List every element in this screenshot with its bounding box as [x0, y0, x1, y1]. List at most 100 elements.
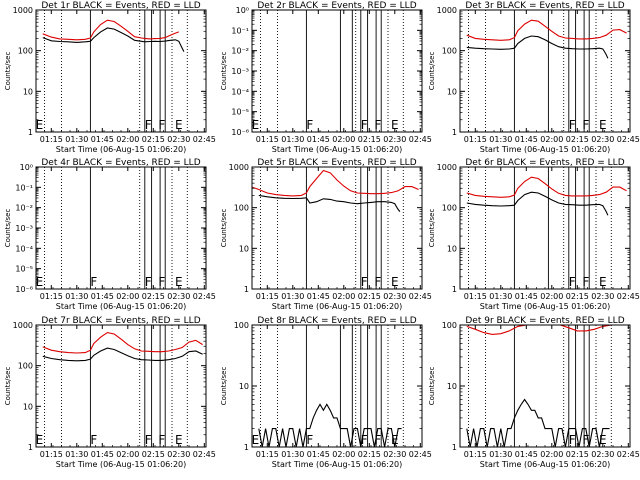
x-tick-label: 02:30	[591, 292, 614, 301]
marker-label-f: F	[361, 118, 368, 132]
y-axis-label: Counts/sec	[4, 367, 12, 406]
series-line-events	[42, 27, 185, 52]
marker-label-f: F	[582, 275, 589, 289]
x-axis-label: Start Time (06-Aug-15 01:06:20)	[56, 302, 187, 311]
y-tick-label: 1000	[437, 6, 457, 15]
marker-label-f: F	[158, 433, 165, 447]
marker-label-e: E	[175, 275, 183, 289]
series-line-events	[258, 403, 402, 447]
x-tick-label: 01:15	[464, 292, 487, 301]
marker-label-f: F	[306, 433, 313, 447]
x-tick-label: 02:45	[193, 135, 216, 144]
series-line-events	[42, 347, 203, 362]
x-tick-label: 02:00	[540, 135, 563, 144]
x-tick-label: 02:45	[193, 450, 216, 459]
y-tick-label: 10	[23, 87, 33, 96]
x-tick-label: 02:00	[116, 450, 139, 459]
series-line-lld	[42, 19, 179, 41]
x-tick-label: 02:30	[591, 135, 614, 144]
marker-label-f: F	[569, 275, 576, 289]
x-tick-label: 02:15	[142, 450, 165, 459]
y-tick-label: 10⁻⁵	[231, 108, 249, 117]
y-tick-label: 10⁻⁴	[231, 87, 249, 96]
x-axis-label: Start Time (06-Aug-15 01:06:20)	[480, 302, 611, 311]
x-tick-label: 01:15	[256, 292, 279, 301]
x-tick-label: 01:45	[307, 450, 330, 459]
x-tick-label: 01:30	[281, 292, 304, 301]
y-tick-label: 10	[239, 244, 249, 253]
y-tick-label: 10⁻⁴	[15, 244, 33, 253]
marker-label-e: E	[391, 275, 399, 289]
y-tick-label: 100	[18, 362, 33, 371]
y-tick-label: 1000	[437, 163, 457, 172]
x-tick-label: 02:30	[383, 450, 406, 459]
y-tick-label: 10	[447, 87, 457, 96]
y-tick-label: 10	[447, 244, 457, 253]
y-axis-label: Counts/sec	[428, 52, 436, 91]
panel-title: Det 7r BLACK = Events, RED = LLD	[41, 316, 200, 326]
y-tick-label: 100	[234, 321, 249, 330]
x-tick-label: 01:15	[256, 135, 279, 144]
x-tick-label: 01:30	[65, 292, 88, 301]
x-tick-label: 02:15	[358, 450, 381, 459]
marker-label-f: F	[374, 275, 381, 289]
y-axis-label: Counts/sec	[4, 209, 12, 248]
x-tick-label: 01:45	[307, 292, 330, 301]
marker-label-f: F	[374, 118, 381, 132]
plot-area	[466, 167, 627, 289]
y-tick-label: 10	[447, 382, 457, 391]
x-tick-label: 02:15	[566, 450, 589, 459]
marker-label-e: E	[391, 118, 399, 132]
plot-area	[466, 10, 627, 132]
x-tick-label: 01:30	[489, 450, 512, 459]
marker-label-e: E	[175, 433, 183, 447]
x-tick-label: 01:45	[515, 292, 538, 301]
panel-title: Det 4r BLACK = Events, RED = LLD	[41, 158, 200, 168]
marker-label-e: E	[599, 118, 607, 132]
x-tick-label: 02:45	[617, 135, 640, 144]
marker-label-f: F	[145, 118, 152, 132]
marker-label-f: F	[582, 118, 589, 132]
x-axis-label: Start Time (06-Aug-15 01:06:20)	[480, 145, 611, 154]
y-tick-label: 1000	[13, 6, 33, 15]
x-tick-label: 02:30	[591, 450, 614, 459]
y-tick-label: 10⁰	[236, 6, 249, 15]
marker-label-f: F	[582, 433, 589, 447]
y-tick-label: 1000	[229, 163, 249, 172]
x-tick-label: 01:30	[281, 135, 304, 144]
marker-label-f: F	[158, 118, 165, 132]
marker-label-f: F	[361, 275, 368, 289]
x-tick-label: 02:15	[358, 292, 381, 301]
y-axis-label: Counts/sec	[428, 209, 436, 248]
plot-area	[252, 167, 419, 289]
y-tick-label: 10	[23, 402, 33, 411]
y-tick-label: 10⁻⁶	[231, 128, 249, 137]
y-tick-label: 1	[452, 285, 457, 294]
x-tick-label: 01:30	[65, 450, 88, 459]
y-tick-label: 1	[244, 285, 249, 294]
series-line-events	[466, 398, 610, 447]
y-tick-label: 100	[442, 321, 457, 330]
marker-label-e: E	[599, 433, 607, 447]
marker-label-f: F	[145, 433, 152, 447]
x-tick-label: 02:30	[167, 450, 190, 459]
y-tick-label: 100	[442, 47, 457, 56]
y-tick-label: 10⁻³	[231, 67, 249, 76]
x-tick-label: 02:00	[332, 135, 355, 144]
x-tick-label: 01:30	[489, 292, 512, 301]
x-axis-label: Start Time (06-Aug-15 01:06:20)	[480, 460, 611, 469]
y-axis-label: Counts/sec	[4, 52, 12, 91]
y-axis-label: Counts/sec	[428, 367, 436, 406]
y-tick-label: 100	[18, 47, 33, 56]
panel-title: Det 3r BLACK = Events, RED = LLD	[465, 1, 624, 11]
y-tick-label: 10⁻²	[231, 47, 249, 56]
y-tick-label: 1000	[13, 321, 33, 330]
x-tick-label: 02:30	[167, 135, 190, 144]
x-tick-label: 02:00	[116, 292, 139, 301]
x-axis-label: Start Time (06-Aug-15 01:06:20)	[272, 460, 403, 469]
panel-title: Det 1r BLACK = Events, RED = LLD	[41, 1, 200, 11]
